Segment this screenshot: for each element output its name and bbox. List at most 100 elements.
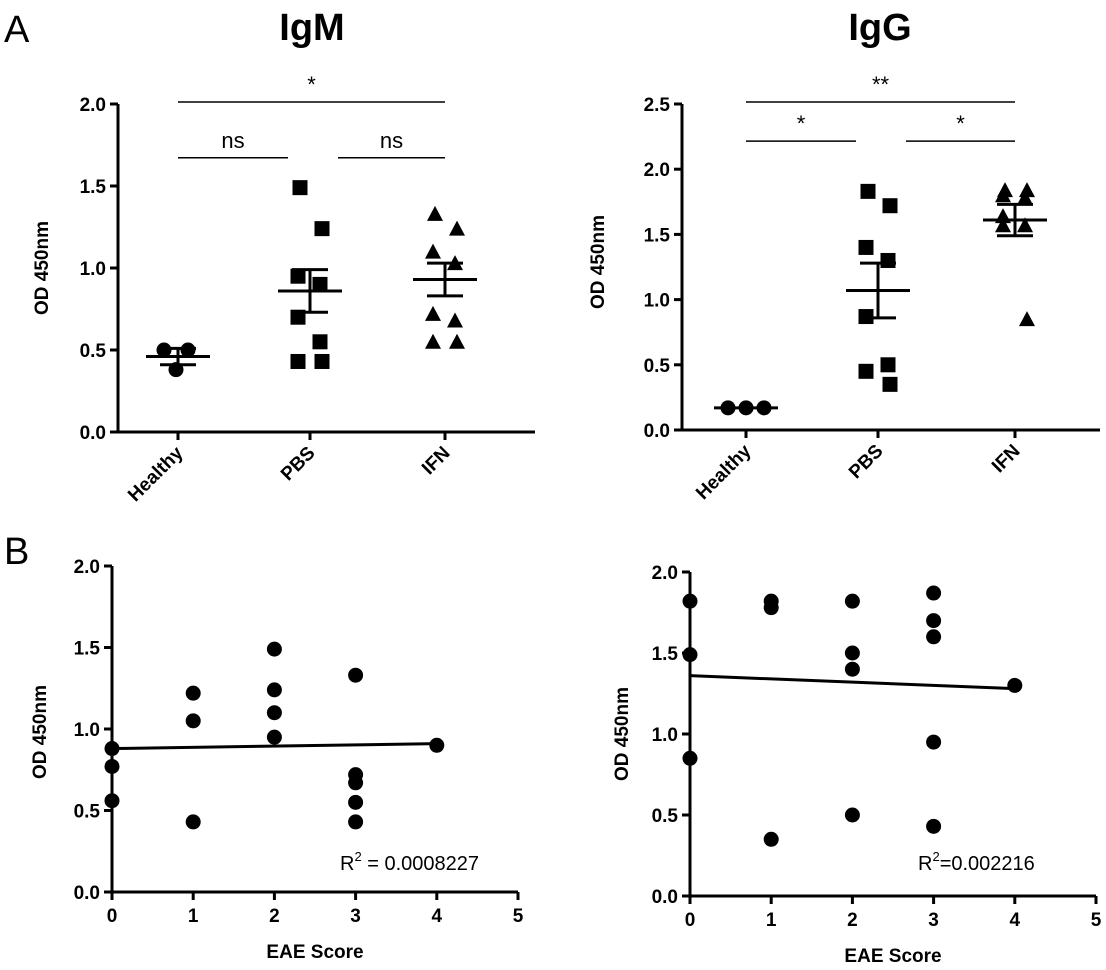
- chart-title: IgM: [279, 7, 344, 49]
- r-squared-superscript: 2: [354, 849, 361, 864]
- data-point: [427, 205, 443, 221]
- category-label: PBS: [845, 441, 887, 483]
- significance-label: ns: [380, 128, 403, 153]
- data-point: [926, 613, 942, 629]
- r-squared-label: R2=0.002216: [918, 849, 1035, 875]
- data-point: [266, 682, 282, 698]
- data-point: [314, 221, 330, 237]
- data-point: [429, 737, 445, 753]
- x-tick-label: 0: [685, 910, 696, 931]
- data-point: [1019, 311, 1035, 327]
- data-point: [995, 217, 1011, 233]
- y-axis-label: OD 450nm: [588, 215, 609, 309]
- significance-label: **: [872, 72, 890, 97]
- data-point: [858, 239, 874, 255]
- x-tick-label: 5: [1091, 910, 1102, 931]
- regression-line: [111, 742, 437, 751]
- y-tick-label: 2.5: [644, 95, 671, 116]
- data-point: [682, 647, 698, 663]
- data-point: [880, 357, 896, 373]
- x-tick-label: 2: [269, 906, 280, 927]
- y-tick-label: 1.5: [80, 177, 107, 198]
- r-squared-superscript: 2: [932, 849, 939, 864]
- data-point: [926, 734, 942, 750]
- data-point: [104, 793, 120, 809]
- y-tick-label: 0.5: [644, 356, 671, 377]
- x-tick-label: 5: [513, 906, 524, 927]
- y-tick-label: 2.0: [80, 95, 106, 116]
- data-point: [844, 807, 860, 823]
- y-tick-label: 2.0: [644, 160, 670, 181]
- category-label: IFN: [418, 443, 454, 479]
- data-point: [266, 641, 282, 657]
- data-point: [180, 342, 196, 358]
- data-point: [926, 585, 942, 601]
- data-point: [348, 667, 364, 683]
- data-point: [844, 593, 860, 609]
- r-squared-symbol: R: [918, 853, 932, 875]
- data-point: [844, 661, 860, 677]
- significance-label: *: [307, 72, 316, 97]
- data-point: [312, 276, 328, 292]
- y-axis-label: OD 450nm: [612, 687, 633, 781]
- y-tick-label: 0.0: [644, 421, 670, 442]
- y-tick-label: 2.0: [652, 563, 678, 584]
- data-point: [763, 600, 779, 616]
- significance-label: ns: [221, 128, 244, 153]
- data-point: [447, 312, 463, 328]
- y-tick-label: 1.5: [652, 644, 679, 665]
- r-squared-value: =0.002216: [940, 853, 1035, 875]
- data-point: [1019, 182, 1035, 198]
- y-tick-label: 0.0: [652, 887, 678, 908]
- data-point: [185, 685, 201, 701]
- x-tick-label: 2: [847, 910, 858, 931]
- panel-letter-a: A: [4, 9, 30, 51]
- data-point: [858, 363, 874, 379]
- data-point: [156, 342, 172, 358]
- data-point: [348, 794, 364, 810]
- data-point: [292, 180, 308, 196]
- x-tick-label: 1: [188, 906, 199, 927]
- y-tick-label: 0.0: [74, 883, 100, 904]
- y-axis-label: OD 450nm: [32, 221, 53, 315]
- data-point: [348, 814, 364, 830]
- data-point: [682, 750, 698, 766]
- data-point: [860, 183, 876, 199]
- r-squared-value: = 0.0008227: [362, 853, 479, 875]
- data-point: [348, 775, 364, 791]
- data-point: [425, 243, 441, 259]
- y-tick-label: 0.5: [652, 806, 679, 827]
- x-axis-label: EAE Score: [266, 942, 363, 963]
- chart-title: IgG: [848, 7, 911, 49]
- x-tick-label: 0: [107, 906, 118, 927]
- data-point: [290, 268, 306, 284]
- data-point: [926, 818, 942, 834]
- data-point: [266, 729, 282, 745]
- category-label: Healthy: [692, 440, 756, 504]
- y-tick-label: 1.0: [644, 291, 670, 312]
- regression-line: [689, 674, 1015, 691]
- data-point: [449, 333, 465, 349]
- data-point: [290, 353, 306, 369]
- data-point: [266, 705, 282, 721]
- data-point: [926, 629, 942, 645]
- significance-label: *: [956, 111, 965, 136]
- data-point: [185, 713, 201, 729]
- x-axis-label: EAE Score: [844, 946, 941, 967]
- igm-chart: IgM OD 450nm 0.0 0.5 1.0 1.5 2.0 Healthy PBS IFN *…: [32, 7, 535, 506]
- y-tick-label: 1.0: [652, 725, 678, 746]
- data-point: [425, 333, 441, 349]
- y-axis-label: OD 450nm: [30, 685, 51, 779]
- y-tick-label: 1.5: [644, 225, 671, 246]
- data-point: [314, 353, 330, 369]
- y-tick-label: 1.5: [74, 639, 101, 660]
- data-point: [449, 220, 465, 236]
- data-point: [425, 305, 441, 321]
- data-point: [844, 645, 860, 661]
- data-point: [763, 831, 779, 847]
- x-tick-label: 1: [766, 910, 777, 931]
- data-point: [880, 252, 896, 268]
- data-point: [1017, 217, 1033, 233]
